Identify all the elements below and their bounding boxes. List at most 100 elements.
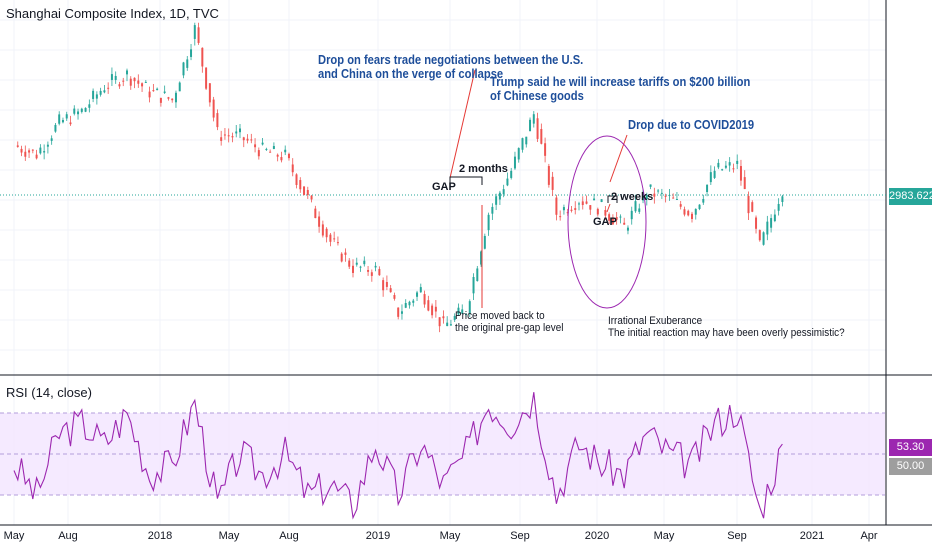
candle-body bbox=[84, 107, 87, 112]
two-weeks-label: 2 weeks bbox=[611, 191, 654, 203]
candle-body bbox=[231, 136, 234, 138]
candle-body bbox=[223, 134, 226, 136]
candle-body bbox=[54, 124, 57, 132]
candle-body bbox=[717, 162, 720, 168]
candle-body bbox=[423, 294, 426, 305]
candle-body bbox=[306, 190, 309, 196]
candle-body bbox=[736, 160, 739, 164]
candle-body bbox=[498, 192, 501, 200]
rsi-value-badge: 53.30 bbox=[889, 439, 932, 456]
covid-drop-note: Drop due to COVID2019 bbox=[628, 117, 755, 132]
candle-body bbox=[314, 208, 317, 219]
candle-body bbox=[559, 216, 562, 218]
candle-body bbox=[502, 189, 505, 195]
candle-body bbox=[103, 90, 106, 93]
candle-body bbox=[747, 195, 750, 214]
x-tick-label: Sep bbox=[510, 530, 530, 542]
candle-body bbox=[242, 137, 245, 141]
candle-body bbox=[318, 216, 321, 227]
trade-drop-note-line1: Drop on fears trade negotiations between… bbox=[318, 52, 584, 67]
candle-body bbox=[449, 324, 452, 326]
candle-body bbox=[472, 277, 475, 294]
candle-body bbox=[80, 108, 83, 112]
candle-body bbox=[144, 81, 147, 83]
candle-body bbox=[766, 221, 769, 235]
grid-lines bbox=[0, 0, 886, 525]
candle-body bbox=[487, 214, 490, 231]
candle-body bbox=[329, 234, 332, 242]
irrational-note-line2: The initial reaction may have been overl… bbox=[608, 327, 845, 339]
candle-body bbox=[280, 157, 283, 161]
candle-body bbox=[227, 135, 230, 137]
candle-body bbox=[660, 192, 663, 194]
candle-body bbox=[589, 205, 592, 210]
candle-body bbox=[416, 292, 419, 297]
candle-body bbox=[483, 235, 486, 249]
candle-body bbox=[694, 208, 697, 215]
candle-body bbox=[374, 265, 377, 268]
covid-drop-arrow bbox=[609, 134, 628, 183]
candle-body bbox=[389, 288, 392, 293]
candle-body bbox=[291, 164, 294, 173]
candle-body bbox=[28, 150, 31, 153]
x-tick-label: Aug bbox=[58, 530, 78, 542]
candle-body bbox=[250, 139, 253, 141]
candle-body bbox=[287, 153, 290, 159]
candle-body bbox=[739, 166, 742, 181]
candle-body bbox=[235, 131, 238, 134]
candle-body bbox=[453, 315, 456, 320]
rsi-mid-badge: 50.00 bbox=[889, 458, 932, 475]
candle-body bbox=[657, 190, 660, 192]
x-tick-label: Aug bbox=[279, 530, 299, 542]
candle-body bbox=[239, 128, 241, 133]
candle-body bbox=[321, 224, 324, 236]
candle-body bbox=[50, 138, 53, 141]
candle-body bbox=[770, 218, 773, 228]
candle-body bbox=[540, 128, 543, 144]
candle-body bbox=[367, 269, 370, 272]
candle-body bbox=[340, 253, 343, 262]
candle-body bbox=[480, 251, 483, 265]
candle-body bbox=[604, 209, 607, 216]
last-price-badge: 2983.622 bbox=[889, 188, 932, 205]
candle-body bbox=[574, 208, 577, 210]
candle-body bbox=[254, 144, 257, 148]
candle-body bbox=[431, 305, 434, 316]
candle-body bbox=[687, 210, 690, 216]
candle-body bbox=[325, 228, 328, 238]
x-tick-label: May bbox=[3, 530, 25, 542]
candlestick-series bbox=[16, 22, 784, 333]
candle-body bbox=[562, 207, 565, 211]
candle-body bbox=[713, 170, 716, 178]
candle-body bbox=[412, 300, 415, 303]
candle-body bbox=[152, 90, 155, 92]
candle-body bbox=[566, 212, 569, 214]
price-back-note-line1: Price moved back to bbox=[455, 310, 545, 322]
candle-body bbox=[336, 242, 339, 244]
candle-body bbox=[333, 238, 336, 240]
candle-body bbox=[393, 295, 396, 299]
candle-body bbox=[461, 309, 464, 314]
x-tick-label: May bbox=[218, 530, 240, 542]
candle-body bbox=[698, 204, 701, 209]
candle-body bbox=[683, 209, 686, 215]
candle-body bbox=[743, 177, 746, 190]
candle-body bbox=[702, 198, 705, 203]
candle-body bbox=[284, 149, 287, 153]
candle-body bbox=[578, 203, 580, 205]
candle-body bbox=[182, 62, 185, 76]
candle-body bbox=[691, 213, 693, 219]
x-tick-label: May bbox=[653, 530, 675, 542]
candle-body bbox=[39, 147, 42, 154]
candle-body bbox=[465, 313, 467, 315]
candle-body bbox=[16, 145, 19, 147]
candle-body bbox=[355, 262, 358, 265]
candle-body bbox=[536, 118, 539, 139]
candle-body bbox=[92, 90, 95, 99]
candle-body bbox=[600, 199, 603, 203]
candle-body bbox=[442, 316, 445, 319]
candle-body bbox=[352, 265, 354, 273]
candle-body bbox=[246, 138, 249, 141]
rsi-line bbox=[13, 392, 783, 520]
